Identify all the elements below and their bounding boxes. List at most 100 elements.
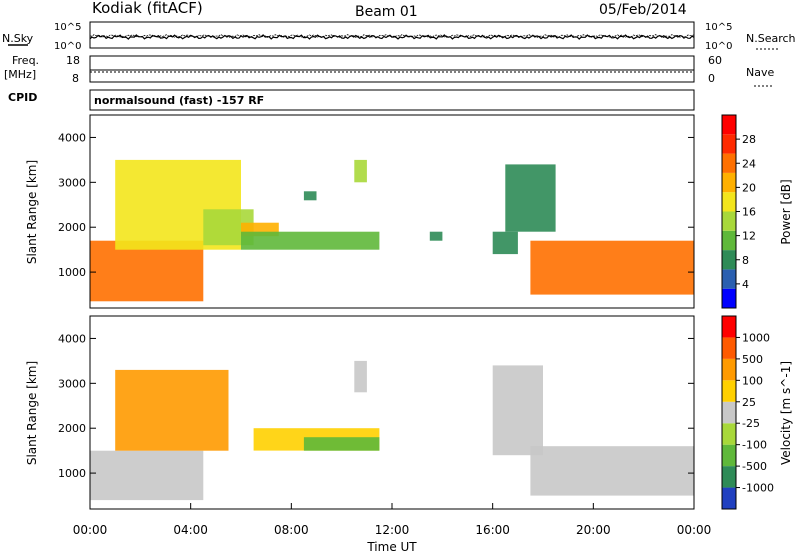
colorbar-tick-label: 100 — [742, 374, 763, 387]
colorbar-tick-label: 500 — [742, 353, 763, 366]
colorbar-tick-label: 16 — [742, 206, 756, 219]
colorbar-segment — [722, 134, 736, 154]
noise-right-tick-high: 10^5 — [705, 22, 732, 33]
power-colorbar-label: Power [dB] — [779, 179, 793, 244]
colorbar-tick-label: 25 — [742, 396, 756, 409]
colorbar-segment — [722, 230, 736, 251]
colorbar-segment — [722, 466, 736, 488]
cpid-program: normalsound (fast) -157 RF — [94, 94, 264, 107]
range-tick-label: 4000 — [58, 332, 86, 345]
beam-title: Beam 01 — [355, 4, 418, 20]
power-heatmap — [90, 159, 694, 302]
time-tick-label: 04:00 — [173, 523, 208, 537]
scatter-region — [303, 191, 317, 201]
power-panel-frame — [89, 114, 695, 309]
time-tick-label: 20:00 — [576, 523, 611, 537]
colorbar-tick-label: -500 — [742, 460, 767, 473]
scatter-region — [354, 360, 367, 393]
noise-search-label: N.Search — [746, 32, 796, 45]
scatter-region — [505, 164, 556, 232]
colorbar-segment — [722, 444, 736, 467]
colorbar-segment — [722, 288, 736, 308]
colorbar-segment — [722, 316, 736, 338]
freq-tick-high: 18 — [66, 54, 80, 67]
scatter-region — [90, 450, 204, 501]
date-title: 05/Feb/2014 — [599, 2, 687, 18]
colorbar-tick-label: -25 — [742, 417, 760, 430]
scatter-region — [530, 240, 694, 295]
cpid-label: CPID — [8, 91, 37, 104]
colorbar-tick-label: -1000 — [742, 482, 774, 495]
colorbar-segment — [722, 358, 736, 381]
colorbar-tick-label: 20 — [742, 181, 756, 194]
noise-left-tick-high: 10^5 — [54, 22, 81, 33]
nave-label: Nave — [746, 66, 774, 79]
freq-label: Freq. — [12, 54, 39, 67]
time-tick-label: 08:00 — [274, 523, 309, 537]
colorbar-tick-label: 12 — [742, 230, 756, 243]
colorbar-segment — [722, 401, 736, 424]
noise-left-tick-low: 10^0 — [54, 41, 81, 52]
scatter-region — [530, 446, 694, 496]
cpid-frame — [89, 89, 695, 111]
nave-tick-high: 60 — [708, 54, 722, 67]
colorbar-segment — [722, 250, 736, 270]
colorbar-segment — [722, 380, 736, 402]
colorbar-segment — [722, 192, 736, 212]
power-colorbar: 28 24 20 16 12 8 4 — [721, 114, 756, 309]
range-tick-label: 4000 — [58, 131, 86, 144]
time-axis: 00:00 04:00 08:00 12:00 16:00 20:00 00:00 — [73, 503, 712, 537]
colorbar-segment — [722, 172, 736, 193]
time-tick-label: 00:00 — [73, 523, 108, 537]
scatter-region — [354, 159, 367, 183]
freq-tick-low: 8 — [72, 72, 79, 85]
colorbar-tick-label: 28 — [742, 133, 756, 146]
colorbar-tick-label: 24 — [742, 157, 756, 170]
scatter-region — [90, 240, 204, 302]
scatter-region — [303, 437, 380, 451]
colorbar-segment — [722, 211, 736, 231]
time-tick-label: 00:00 — [677, 523, 712, 537]
power-ylabel: Slant Range [km] — [25, 160, 39, 264]
range-tick-label: 3000 — [58, 176, 86, 189]
time-xlabel: Time UT — [366, 540, 417, 554]
range-tick-label: 3000 — [58, 377, 86, 390]
scatter-region — [492, 365, 543, 456]
velocity-colorbar: 1000 500 100 25 -25 -100 -500 -1000 — [721, 315, 774, 510]
time-tick-label: 12:00 — [375, 523, 410, 537]
noise-panel-frame — [89, 21, 695, 49]
range-tick-label: 1000 — [58, 467, 86, 480]
velocity-ylabel: Slant Range [km] — [25, 361, 39, 465]
scatter-region — [115, 369, 229, 451]
colorbar-tick-label: 8 — [742, 254, 749, 267]
scatter-region — [429, 231, 443, 241]
colorbar-tick-label: 4 — [742, 278, 749, 291]
velocity-heatmap — [90, 360, 694, 501]
freq-panel-frame — [89, 55, 695, 83]
colorbar-tick-label: 1000 — [742, 331, 770, 344]
station-title: Kodiak (fitACF) — [92, 0, 203, 17]
nave-tick-low: 0 — [708, 72, 715, 85]
range-tick-label: 1000 — [58, 266, 86, 279]
noise-sky-line — [89, 34, 695, 40]
power-range-axis: 4000 3000 2000 1000 — [58, 131, 694, 279]
colorbar-segment — [722, 337, 736, 359]
scatter-region — [492, 231, 518, 255]
colorbar-segment — [722, 487, 736, 509]
time-tick-label: 16:00 — [475, 523, 510, 537]
noise-sky-label: N.Sky — [2, 32, 34, 45]
freq-unit-label: [MHz] — [4, 68, 36, 81]
colorbar-segment — [722, 423, 736, 445]
velocity-range-axis: 4000 3000 2000 1000 — [58, 332, 694, 480]
range-tick-label: 2000 — [58, 221, 86, 234]
colorbar-segment — [722, 115, 736, 135]
colorbar-tick-label: -100 — [742, 439, 767, 452]
colorbar-frame — [721, 315, 737, 510]
scatter-region — [241, 231, 380, 250]
noise-right-tick-low: 10^0 — [705, 41, 732, 52]
range-tick-label: 2000 — [58, 422, 86, 435]
velocity-colorbar-label: Velocity [m s^-1] — [779, 361, 793, 465]
colorbar-segment — [722, 269, 736, 289]
colorbar-segment — [722, 153, 736, 173]
